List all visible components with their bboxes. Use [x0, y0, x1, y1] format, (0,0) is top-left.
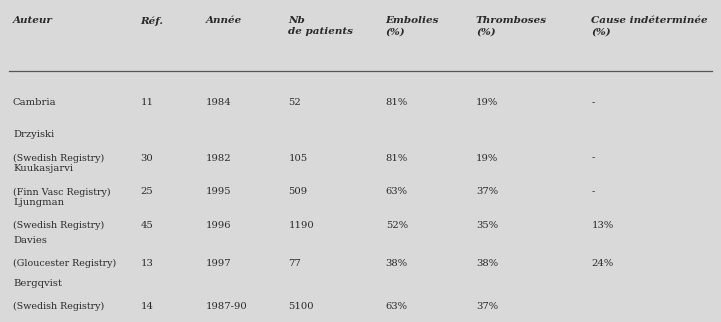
Text: 19%: 19% — [476, 154, 498, 163]
Text: 52: 52 — [288, 98, 301, 107]
Text: Cambria: Cambria — [13, 98, 57, 107]
Text: 38%: 38% — [386, 259, 408, 268]
Text: 509: 509 — [288, 187, 308, 196]
Text: (Swedish Registry): (Swedish Registry) — [13, 221, 105, 230]
Text: (Finn Vasc Registry): (Finn Vasc Registry) — [13, 187, 110, 196]
Text: 63%: 63% — [386, 302, 408, 311]
Text: (Swedish Registry): (Swedish Registry) — [13, 302, 105, 311]
Text: Bergqvist: Bergqvist — [13, 279, 62, 288]
Text: Auteur: Auteur — [13, 16, 53, 25]
Text: 38%: 38% — [476, 259, 498, 268]
Text: 14: 14 — [141, 302, 154, 311]
Text: Davies: Davies — [13, 236, 47, 245]
Text: Kuukasjarvi: Kuukasjarvi — [13, 164, 73, 173]
Text: 1995: 1995 — [205, 187, 231, 196]
Text: 52%: 52% — [386, 221, 408, 230]
Text: 11: 11 — [141, 98, 154, 107]
Text: Embolies
(%): Embolies (%) — [386, 16, 439, 36]
Text: 1982: 1982 — [205, 154, 231, 163]
Text: Année: Année — [205, 16, 242, 25]
Text: Drzyiski: Drzyiski — [13, 130, 54, 139]
Text: 30: 30 — [141, 154, 154, 163]
Text: 5100: 5100 — [288, 302, 314, 311]
Text: 37%: 37% — [476, 187, 498, 196]
Text: 1987-90: 1987-90 — [205, 302, 247, 311]
Text: 24%: 24% — [591, 259, 614, 268]
Text: 37%: 37% — [476, 302, 498, 311]
Text: -: - — [591, 154, 595, 163]
Text: 77: 77 — [288, 259, 301, 268]
Text: -: - — [591, 187, 595, 196]
Text: 1996: 1996 — [205, 221, 231, 230]
Text: 105: 105 — [288, 154, 308, 163]
Text: 63%: 63% — [386, 187, 408, 196]
Text: 81%: 81% — [386, 154, 408, 163]
Text: 25: 25 — [141, 187, 154, 196]
Text: 81%: 81% — [386, 98, 408, 107]
Text: 13%: 13% — [591, 221, 614, 230]
Text: Nb
de patients: Nb de patients — [288, 16, 353, 36]
Text: (Swedish Registry): (Swedish Registry) — [13, 154, 105, 163]
Text: (Gloucester Registry): (Gloucester Registry) — [13, 259, 116, 268]
Text: 1997: 1997 — [205, 259, 231, 268]
Text: Réf.: Réf. — [141, 16, 164, 26]
Text: -: - — [591, 98, 595, 107]
Text: 45: 45 — [141, 221, 154, 230]
Text: 19%: 19% — [476, 98, 498, 107]
Text: Cause indéterminée
(%): Cause indéterminée (%) — [591, 16, 708, 36]
Text: 1984: 1984 — [205, 98, 231, 107]
Text: 1190: 1190 — [288, 221, 314, 230]
Text: Ljungman: Ljungman — [13, 198, 64, 207]
Text: Thromboses
(%): Thromboses (%) — [476, 16, 547, 36]
Text: 13: 13 — [141, 259, 154, 268]
Text: 35%: 35% — [476, 221, 498, 230]
